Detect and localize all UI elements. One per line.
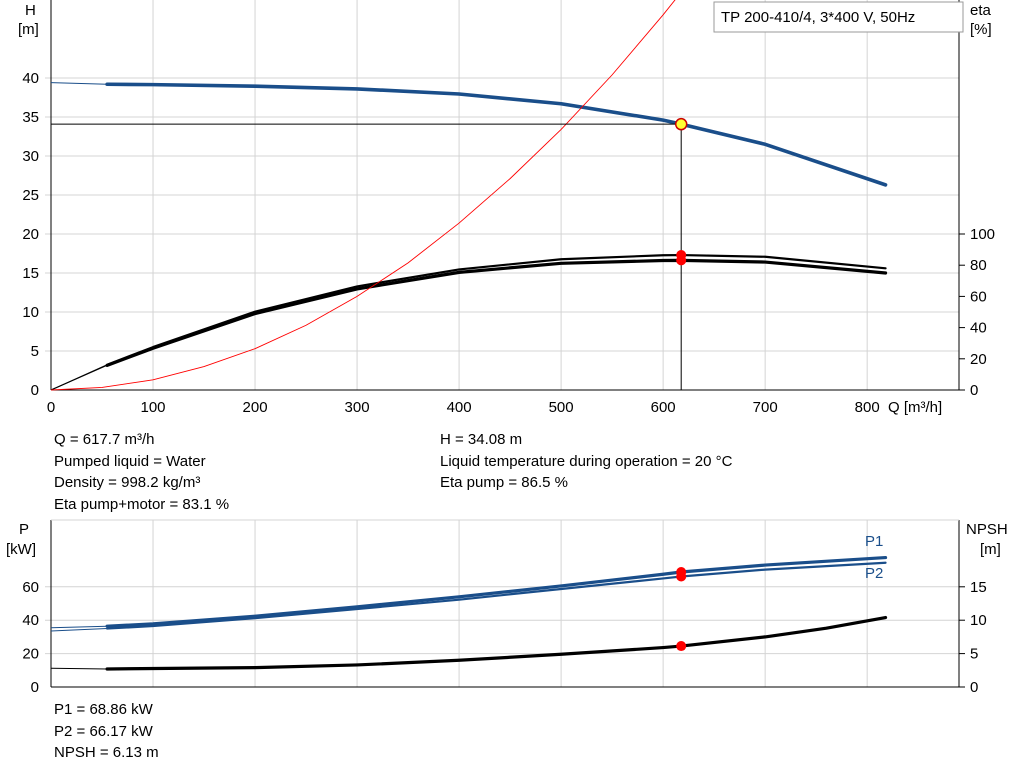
head-tick-label: 10 — [22, 304, 39, 321]
q-tick-label: 0 — [47, 399, 55, 416]
q-tick-label: 500 — [549, 399, 574, 416]
head-tick-label: 25 — [22, 187, 39, 204]
power-axis-unit: [kW] — [6, 541, 36, 558]
q-axis-label: Q [m³/h] — [888, 399, 942, 416]
eta-tick-label: 40 — [970, 320, 987, 337]
q-tick-label: 200 — [243, 399, 268, 416]
head-tick-label: 5 — [31, 343, 39, 360]
head-lead-line — [50, 82, 108, 85]
head-axis-unit: [m] — [18, 21, 39, 38]
q-tick-label: 100 — [141, 399, 166, 416]
head-tick-label: 15 — [22, 265, 39, 282]
liquid-temperature: Liquid temperature during operation = 20… — [440, 452, 733, 470]
head-series — [50, 0, 888, 391]
pumped-liquid: Pumped liquid = Water — [54, 452, 206, 470]
q-tick-label: 600 — [651, 399, 676, 416]
pump-label: TP 200-410/4, 3*400 V, 50Hz — [721, 9, 915, 26]
p2-curve — [106, 561, 887, 630]
npsh-tick-label: 15 — [970, 579, 987, 596]
p1-series-label: P1 — [865, 533, 883, 550]
p1-curve — [105, 555, 888, 628]
eta-axis-unit: [%] — [970, 21, 992, 38]
eta-tick-label: 20 — [970, 351, 987, 368]
head-operating-marker — [674, 117, 688, 131]
q-tick-label: 700 — [753, 399, 778, 416]
eta-tick-label: 0 — [970, 382, 978, 399]
eta-tick-label: 100 — [970, 226, 995, 243]
npsh-lead-line — [50, 667, 108, 670]
p2-series-label: P2 — [865, 565, 883, 582]
q-tick-label: 300 — [345, 399, 370, 416]
head-value: H = 34.08 m — [440, 431, 523, 448]
p1-value: P1 = 68.86 kW — [54, 701, 153, 718]
head-info-left: Q = 617.7 m³/h Pumped liquid = Water Den… — [54, 429, 229, 515]
power-tick-label: 20 — [22, 646, 39, 663]
p2-operating-marker — [676, 571, 687, 582]
operating-point-markers — [51, 117, 688, 652]
flow-value: Q = 617.7 m³/h — [54, 431, 155, 448]
eta-axis-label: eta — [970, 2, 992, 19]
head-tick-label: 35 — [22, 109, 39, 126]
eta_pump-curve — [106, 253, 887, 366]
head-info-right: H = 34.08 m Liquid temperature during op… — [440, 429, 732, 494]
q-tick-label: 800 — [855, 399, 880, 416]
power-tick-labels: 0 20 40 60 0 5 10 15 — [22, 579, 986, 696]
power-grid — [45, 519, 965, 688]
p2-value: P2 = 66.17 kW — [54, 722, 153, 740]
head-axis-label: H — [25, 2, 36, 19]
eta-tick-label: 80 — [970, 257, 987, 274]
p1-lead-line — [50, 625, 108, 629]
power-info: P1 = 68.86 kW P2 = 66.17 kW NPSH = 6.13 … — [54, 699, 159, 764]
p2-lead-line — [50, 628, 108, 632]
eta-tick-label: 60 — [970, 288, 987, 305]
npsh-operating-marker — [676, 641, 687, 652]
eta-total-value: Eta pump+motor = 83.1 % — [54, 495, 230, 513]
npsh-value: NPSH = 6.13 m — [54, 744, 159, 761]
density-value: Density = 998.2 kg/m³ — [54, 474, 201, 491]
power-tick-label: 40 — [22, 612, 39, 629]
power-series — [50, 555, 888, 671]
power-axis-label: P — [19, 521, 29, 538]
eta-pump-value: Eta pump = 86.5 % — [440, 474, 568, 491]
npsh-tick-label: 10 — [970, 612, 987, 629]
system_curve-curve — [50, 0, 676, 391]
npsh-axis-label: NPSH — [966, 521, 1008, 538]
head-tick-label: 30 — [22, 148, 39, 165]
head-tick-label: 20 — [22, 226, 39, 243]
head-tick-label: 0 — [31, 382, 39, 399]
power-tick-label: 60 — [22, 579, 39, 596]
eta_total-curve — [105, 258, 888, 367]
eta_total-lead-line — [50, 364, 108, 391]
npsh-tick-label: 5 — [970, 646, 978, 663]
pump-label-box — [713, 1, 964, 33]
npsh-tick-label: 0 — [970, 679, 978, 696]
power-tick-label: 0 — [31, 679, 39, 696]
npsh-curve — [105, 615, 888, 671]
head-grid — [45, 0, 965, 391]
eta_total-operating-marker — [676, 255, 687, 266]
head-tick-label: 40 — [22, 70, 39, 87]
head-curve — [105, 82, 888, 187]
npsh-axis-unit: [m] — [980, 541, 1001, 558]
q-tick-label: 400 — [447, 399, 472, 416]
